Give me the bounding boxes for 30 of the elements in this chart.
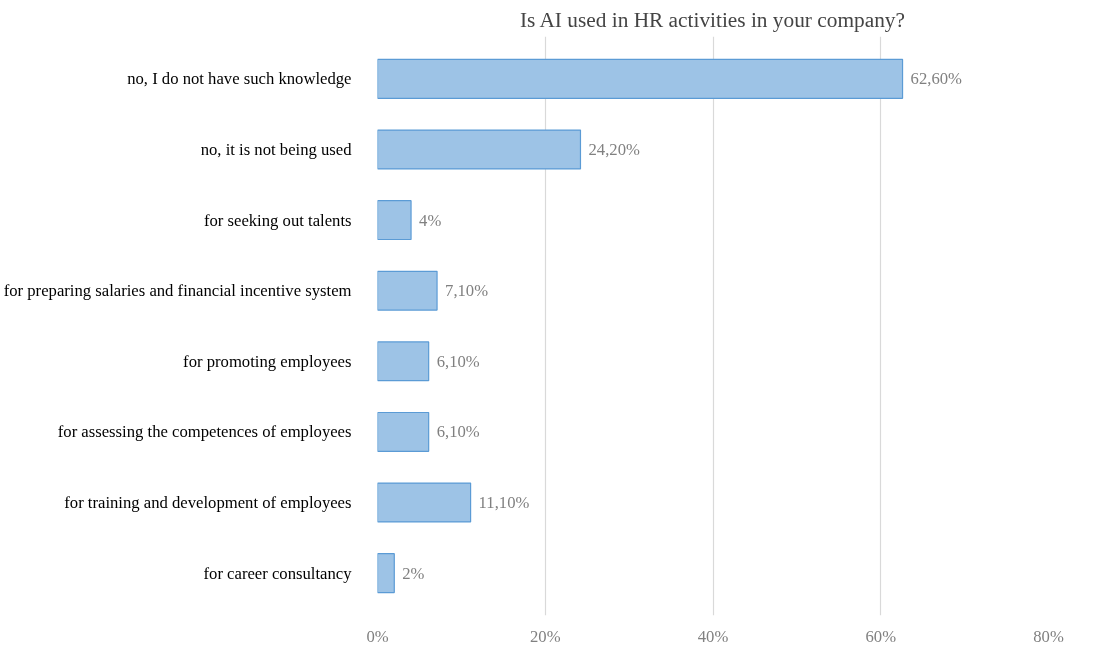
data-label: 7,10% <box>445 281 489 301</box>
x-tick-label: 60% <box>865 626 897 646</box>
bar <box>377 58 904 99</box>
y-tick-label: for career consultancy <box>203 563 353 583</box>
chart-title: Is AI used in HR activities in your company? <box>519 7 905 32</box>
y-tick-label: for seeking out talents <box>203 210 352 230</box>
data-label: 62,60% <box>910 69 963 89</box>
bar <box>377 411 430 452</box>
x-tick-label: 80% <box>1033 626 1064 646</box>
data-label: 6,10% <box>436 351 480 371</box>
bar <box>377 482 472 523</box>
data-label: 4% <box>419 210 442 230</box>
bar <box>377 341 430 382</box>
data-label: 11,10% <box>478 493 530 513</box>
y-tick-label: no, it is not being used <box>200 139 353 159</box>
x-tick-label: 0% <box>366 626 389 646</box>
x-tick-label: 20% <box>529 626 561 646</box>
y-tick-label: for preparing salaries and financial incentive system <box>3 281 352 301</box>
bar <box>377 200 412 241</box>
data-label: 6,10% <box>436 422 480 442</box>
x-tick-label: 40% <box>697 626 729 646</box>
bar <box>377 270 438 311</box>
y-tick-label: for promoting employees <box>183 351 352 371</box>
bar <box>377 129 582 170</box>
y-tick-label: for training and development of employees <box>64 493 352 513</box>
y-tick-label: no, I do not have such knowledge <box>127 69 352 89</box>
data-label: 24,20% <box>588 139 640 159</box>
bar <box>377 553 395 594</box>
y-tick-label: for assessing the competences of employees <box>57 422 352 442</box>
data-label: 2% <box>402 563 425 583</box>
